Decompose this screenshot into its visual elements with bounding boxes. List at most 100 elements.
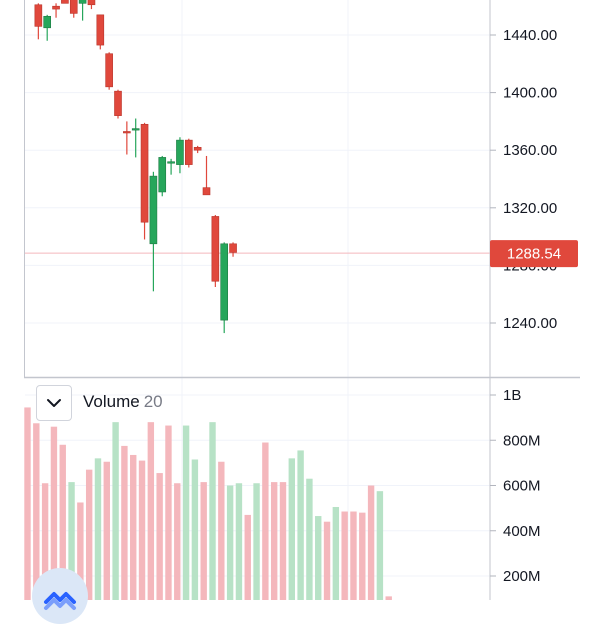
volume-bar [279,482,287,600]
volume-bar [235,483,243,600]
candle-body [229,243,237,253]
candle-down [202,155,211,196]
volume-bar [288,458,295,600]
volume-bar [244,514,251,600]
candle-down [87,0,96,10]
volume-bar [182,425,190,600]
volume-bar [262,442,269,600]
volume-bar [59,444,66,600]
candles [34,0,237,334]
volume-bar [218,461,225,600]
candle-up [176,137,184,174]
volume-bar [200,482,207,600]
volume-bar [209,422,216,600]
candle-down [114,89,122,119]
candle-up [149,171,158,292]
chevron-down-icon [47,399,61,407]
candle-body [185,139,193,165]
volume-bar [297,450,304,600]
price-tick-label: 1360.00 [503,142,557,159]
candle-body [193,147,202,151]
volume-bar [77,502,84,600]
volume-bar [306,478,313,600]
volume-bar [33,423,40,600]
candle-body [202,187,211,196]
candle-body [105,53,113,88]
volume-bar [350,511,357,600]
last-price-label: 1288.54 [507,246,561,263]
volume-bar [85,469,93,600]
volume-bar [68,482,75,600]
candle-body [149,175,158,245]
price-tick-label: 1240.00 [503,315,557,332]
candle-body [140,123,149,223]
candle-down [61,0,69,4]
candle-body [69,0,78,14]
tradingview-logo-button[interactable] [32,568,88,624]
volume-bar [376,491,384,600]
candle-body [78,0,87,4]
candle-down [69,0,78,18]
candle-down [105,52,113,90]
candle-up [158,155,167,197]
volume-tick-label: 400M [503,523,541,540]
volume-bar [41,483,49,600]
volume-bar [253,483,260,600]
volume-bar [138,460,146,600]
candle-body [167,161,175,164]
volume-bar [94,458,102,600]
volume-legend[interactable]: Volume 20 [83,392,163,412]
volume-bar [191,459,199,600]
candle-down [123,121,131,155]
indicator-name: Volume [83,392,140,411]
volume-bar [315,516,322,600]
price-tick-label: 1400.00 [503,85,557,102]
indicator-param: 20 [143,392,163,411]
volume-bar [121,445,128,600]
chart-canvas[interactable]: 1440.001400.001360.001320.001280.001240.… [0,0,600,600]
candle-down [211,215,220,287]
candle-up [220,242,228,334]
volume-bar [112,422,119,600]
candle-down [140,122,149,240]
candle-body [43,15,52,29]
candle-body [131,128,140,131]
volume-tick-label: 1B [503,387,521,404]
volume-bar [50,426,58,600]
candle-up [131,118,140,158]
candle-body [87,0,96,6]
volume-tick-label: 200M [503,568,541,585]
candle-down [193,145,202,154]
candle-body [211,216,220,282]
candle-body [52,5,60,10]
candle-up [78,0,87,21]
volume-bar [165,425,172,600]
price-grid [25,0,490,377]
candle-body [158,157,167,193]
candle-body [123,131,131,134]
volume-bar [174,483,181,600]
volume-bar [226,485,234,600]
volume-bar [147,422,155,600]
candle-down [34,3,43,40]
volume-bar [332,506,340,600]
candle-body [114,90,122,116]
candle-body [176,139,184,165]
candle-body [96,14,105,46]
volume-bar [130,454,137,600]
price-tick-label: 1320.00 [503,200,557,217]
volume-bar [103,461,110,600]
candle-down [229,242,237,257]
price-tick-label: 1440.00 [503,27,557,44]
volume-bar [156,473,163,600]
volume-bar [341,511,348,600]
last-price-badge-bg [490,240,578,268]
price-axis[interactable]: 1440.001400.001360.001320.001280.001240.… [490,27,557,332]
candle-up [43,14,52,41]
tradingview-logo-icon [44,592,76,610]
volume-bar [270,482,278,600]
volume-collapse-button[interactable] [36,385,72,421]
candle-body [220,243,228,321]
candle-down [52,3,60,18]
volume-axis[interactable]: 1B 800M 600M 400M 200M [490,387,541,585]
